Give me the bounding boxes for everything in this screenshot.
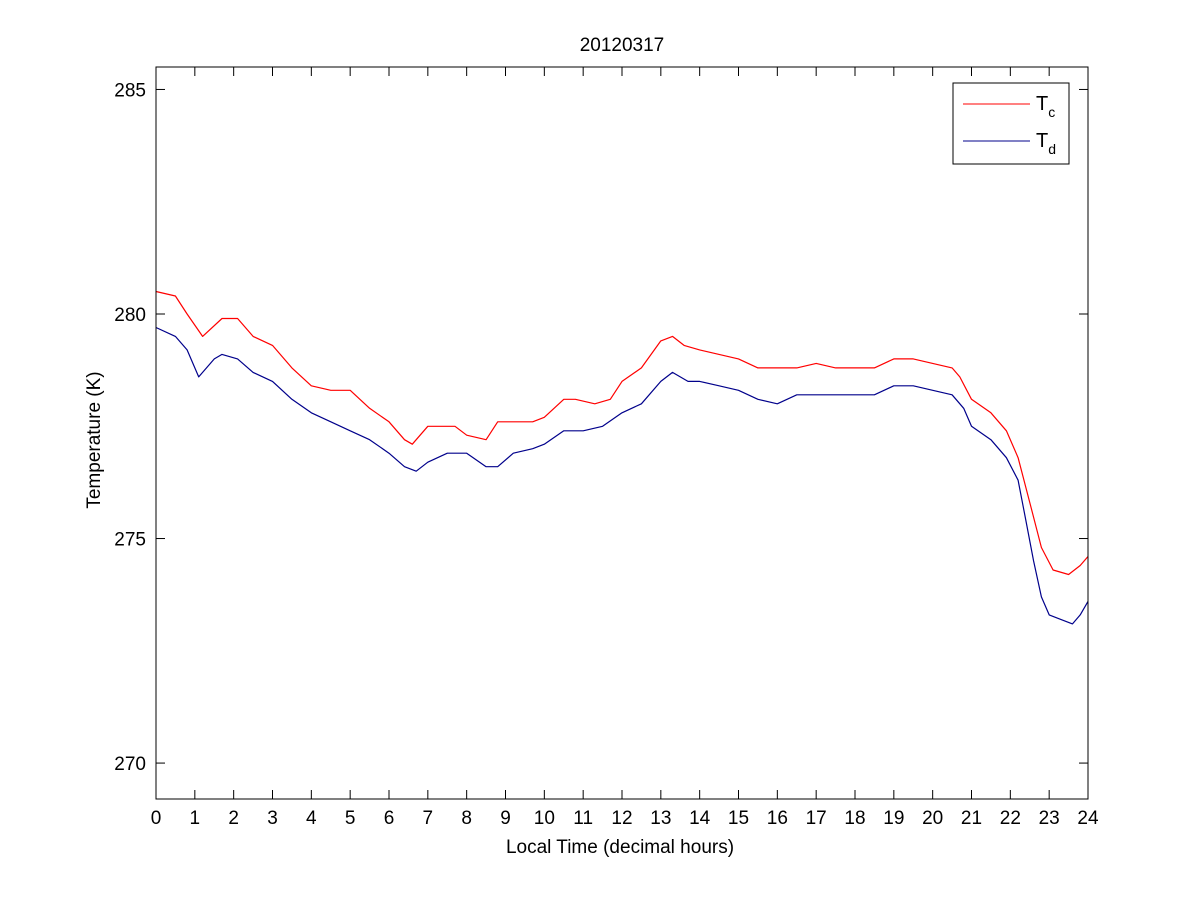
x-tick-label: 6 [384,808,395,829]
y-tick-label: 270 [114,754,146,775]
x-tick-label: 22 [1000,808,1021,829]
x-tick-label: 17 [806,808,827,829]
x-tick-label: 14 [689,808,711,829]
series-layer [155,290,1089,625]
x-tick-label: 7 [423,808,434,829]
y-tick-label: 275 [114,530,146,551]
legend-box [952,82,1070,165]
series-line-td [155,326,1089,625]
legend-label-tc: Tc [1036,93,1055,120]
x-tick-label: 23 [1039,808,1060,829]
legend-label-tc-main: T [1036,93,1048,115]
y-tick-label: 285 [114,80,146,101]
legend-label-tc-sub: c [1048,104,1055,120]
axes-box [155,66,1089,800]
x-tick-label: 21 [961,808,982,829]
x-tick-label: 24 [1077,808,1099,829]
x-tick-label: 11 [573,808,593,829]
legend-label-td: Td [1036,130,1056,157]
x-tick-label: 1 [190,808,201,829]
legend: Tc Td [952,82,1070,165]
series-line-tc [155,290,1089,576]
x-tick-label: 5 [345,808,356,829]
x-tick-label: 16 [767,808,788,829]
x-tick-label: 4 [306,808,317,829]
y-tick-label: 280 [114,305,146,326]
x-tick-label: 12 [611,808,632,829]
legend-label-td-sub: d [1048,141,1056,157]
x-tick-label: 18 [844,808,865,829]
plot-area [156,67,1088,799]
x-tick-label: 8 [461,808,472,829]
x-tick-label: 19 [883,808,904,829]
x-axis-label: Local Time (decimal hours) [506,837,734,858]
x-tick-label: 10 [534,808,555,829]
x-tick-label: 3 [267,808,278,829]
x-tick-label: 15 [728,808,749,829]
x-tick-label: 2 [228,808,239,829]
legend-label-td-main: T [1036,130,1048,152]
x-tick-label: 13 [650,808,671,829]
x-tick-label: 20 [922,808,943,829]
ticks-layer: 0 1 2 3 4 5 6 7 8 9 10 11 12 13 14 15 16 17 18 19 20 21 22 23 24… [114,67,1099,829]
y-axis-label: Temperature (K) [84,371,105,508]
chart-title: 20120317 [580,35,665,56]
x-tick-label: 0 [151,808,162,829]
x-tick-label: 9 [500,808,511,829]
